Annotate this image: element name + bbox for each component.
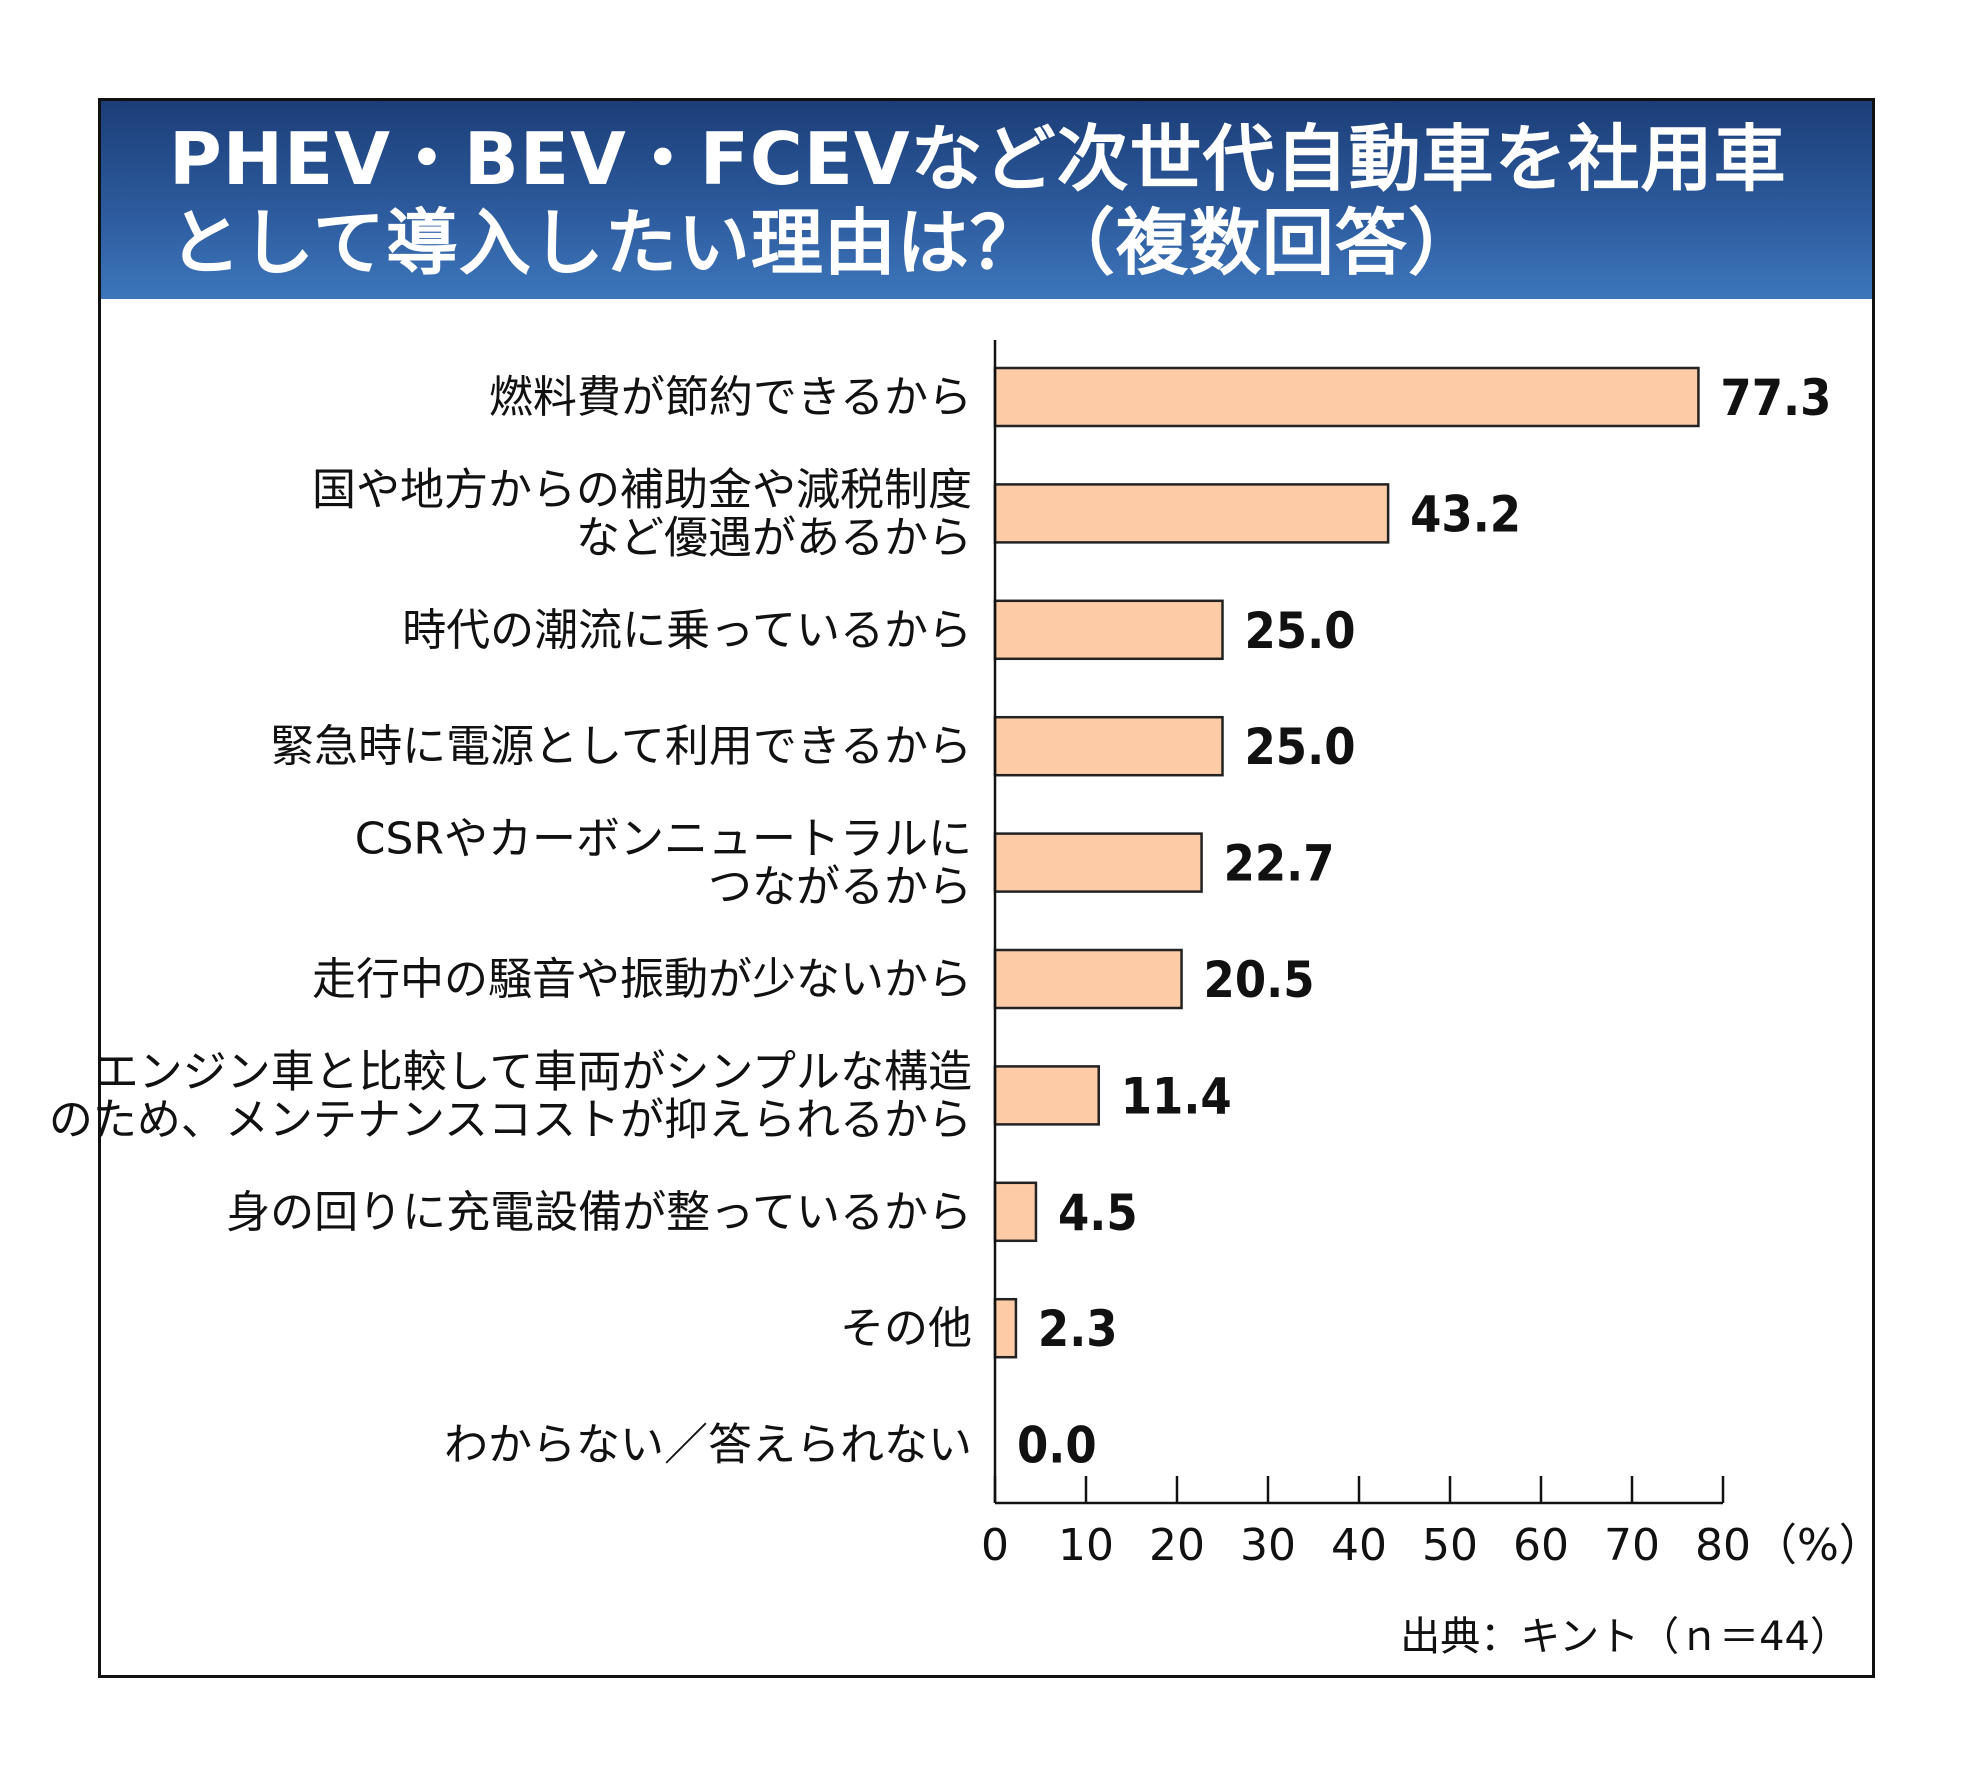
chart-title-line-1: PHEV・BEV・FCEVなど次世代自動車を社用車 [169, 117, 1787, 201]
category-label-7: 身の回りに充電設備が整っているから [226, 1187, 972, 1238]
bar-8 [993, 1297, 1018, 1359]
value-label-5: 20.5 [1204, 951, 1315, 1009]
x-tick-label-0: 0 [981, 1520, 1009, 1571]
category-label-1-line-1: 国や地方からの補助金や減税制度 [312, 464, 972, 515]
category-label-8: その他 [840, 1303, 972, 1354]
value-label-9: 0.0 [1017, 1417, 1097, 1475]
category-label-1-line-2: など優遇があるから [576, 512, 972, 563]
category-label-9: わからない／答えられない [444, 1420, 972, 1471]
value-label-1: 43.2 [1410, 485, 1521, 543]
category-label-0: 燃料費が節約できるから [489, 372, 972, 423]
category-label-2: 時代の潮流に乗っているから [402, 605, 972, 656]
value-label-2: 25.0 [1245, 602, 1356, 660]
category-label-3: 緊急時に電源として利用できるから [270, 721, 972, 772]
bar-0 [993, 366, 1700, 428]
title-banner: PHEV・BEV・FCEVなど次世代自動車を社用車 として導入したい理由は？（複… [101, 101, 1872, 299]
category-label-6-line-2: のため、メンテナンスコストが抑えられるから [49, 1094, 972, 1145]
x-tick-label-7: 70 [1604, 1520, 1660, 1571]
x-tick-label-6: 60 [1513, 1520, 1569, 1571]
x-tick-label-1: 10 [1058, 1520, 1114, 1571]
category-label-4-line-1: CSRやカーボンニュートラルに [355, 814, 972, 865]
category-label-5: 走行中の騒音や振動が少ないから [312, 954, 972, 1005]
chart-frame: PHEV・BEV・FCEVなど次世代自動車を社用車 として導入したい理由は？（複… [98, 98, 1875, 1678]
source-note: 出典：キント（ｎ＝44） [1400, 1614, 1850, 1660]
x-tick-label-4: 40 [1331, 1520, 1387, 1571]
bar-7 [993, 1181, 1038, 1243]
value-label-3: 25.0 [1245, 718, 1356, 776]
bar-4 [993, 832, 1203, 893]
x-axis-unit: （%） [1753, 1520, 1883, 1571]
x-tick-label-5: 50 [1422, 1520, 1478, 1571]
x-tick-label-8: 80 [1695, 1520, 1751, 1571]
bar-3 [993, 715, 1224, 777]
category-label-6-line-1: エンジン車と比較して車両がシンプルな構造 [95, 1046, 972, 1097]
value-label-0: 77.3 [1720, 369, 1831, 427]
value-label-6: 11.4 [1121, 1067, 1232, 1125]
value-label-8: 2.3 [1038, 1300, 1118, 1358]
value-label-7: 4.5 [1058, 1184, 1138, 1242]
category-label-4-line-2: つながるから [708, 862, 972, 913]
bar-2 [993, 599, 1224, 661]
x-tick-label-3: 30 [1240, 1520, 1296, 1571]
bar-6 [993, 1065, 1100, 1126]
x-tick-label-2: 20 [1149, 1520, 1205, 1571]
bar-5 [993, 948, 1183, 1010]
chart-title-line-2: として導入したい理由は？（複数回答） [169, 201, 1481, 285]
value-label-4: 22.7 [1224, 835, 1335, 893]
bar-1 [993, 483, 1390, 544]
